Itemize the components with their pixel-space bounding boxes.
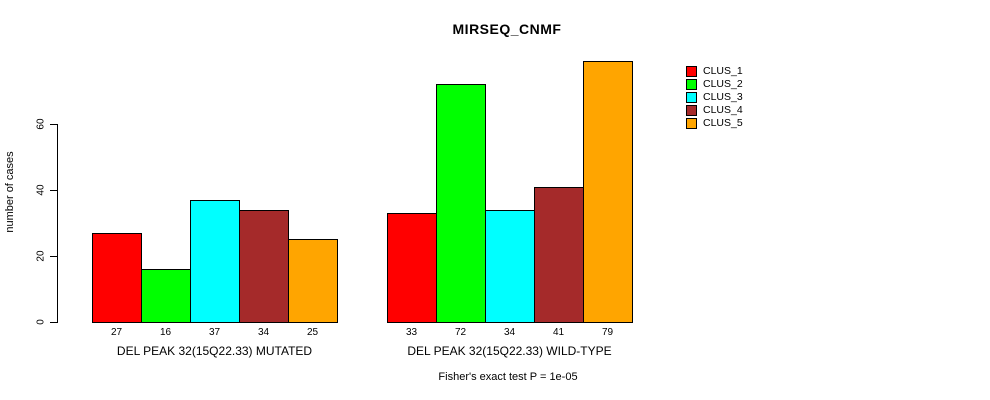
y-tick-label: 40 — [35, 184, 47, 196]
legend-label: CLUS_1 — [703, 65, 743, 77]
legend-row-clus_4: CLUS_4 — [686, 104, 743, 117]
bar-value-label: 72 — [454, 327, 467, 338]
y-tick-label: 60 — [35, 118, 47, 130]
bar-clus_2-group2 — [436, 84, 486, 323]
bar-value-label: 25 — [306, 327, 319, 338]
legend-swatch-clus_2 — [686, 79, 697, 90]
bar-clus_2-group1 — [141, 269, 191, 323]
legend-swatch-clus_3 — [686, 92, 697, 103]
bar-clus_3-group1 — [190, 200, 240, 323]
bar-clus_5-group2 — [583, 61, 633, 323]
bar-value-label: 16 — [159, 327, 172, 338]
bar-clus_3-group2 — [485, 210, 535, 323]
y-tick-label: 20 — [35, 250, 47, 262]
y-axis-line — [57, 124, 58, 323]
legend-swatch-clus_4 — [686, 105, 697, 116]
y-tick-label: 0 — [35, 319, 47, 325]
legend: CLUS_1 CLUS_2 CLUS_3 CLUS_4 CLUS_5 — [686, 65, 743, 130]
y-axis-label: number of cases — [4, 151, 16, 233]
legend-label: CLUS_4 — [703, 104, 743, 116]
bar-clus_1-group2 — [387, 213, 437, 323]
bar-value-label: 79 — [601, 327, 614, 338]
bar-clus_1-group1 — [92, 233, 142, 323]
y-tick-mark — [50, 322, 57, 323]
bar-value-label: 34 — [257, 327, 270, 338]
bar-value-label: 41 — [552, 327, 565, 338]
legend-swatch-clus_5 — [686, 118, 697, 129]
legend-label: CLUS_3 — [703, 91, 743, 103]
legend-swatch-clus_1 — [686, 66, 697, 77]
bar-clus_4-group2 — [534, 187, 584, 323]
bar-value-label: 34 — [503, 327, 516, 338]
bar-clus_4-group1 — [239, 210, 289, 323]
bar-value-label: 37 — [208, 327, 221, 338]
y-tick-mark — [50, 190, 57, 191]
legend-row-clus_5: CLUS_5 — [686, 117, 743, 130]
legend-row-clus_1: CLUS_1 — [686, 65, 743, 78]
y-tick-mark — [50, 256, 57, 257]
fisher-test-note: Fisher's exact test P = 1e-05 — [438, 371, 578, 383]
chart-title: MIRSEQ_CNMF — [452, 21, 562, 37]
bar-value-label: 27 — [110, 327, 123, 338]
group-label: DEL PEAK 32(15Q22.33) WILD-TYPE — [407, 344, 612, 358]
legend-row-clus_2: CLUS_2 — [686, 78, 743, 91]
legend-row-clus_3: CLUS_3 — [686, 91, 743, 104]
y-tick-mark — [50, 124, 57, 125]
legend-label: CLUS_5 — [703, 117, 743, 129]
legend-label: CLUS_2 — [703, 78, 743, 90]
bar-value-label: 33 — [405, 327, 418, 338]
bar-clus_5-group1 — [288, 239, 338, 323]
group-label: DEL PEAK 32(15Q22.33) MUTATED — [116, 344, 313, 358]
